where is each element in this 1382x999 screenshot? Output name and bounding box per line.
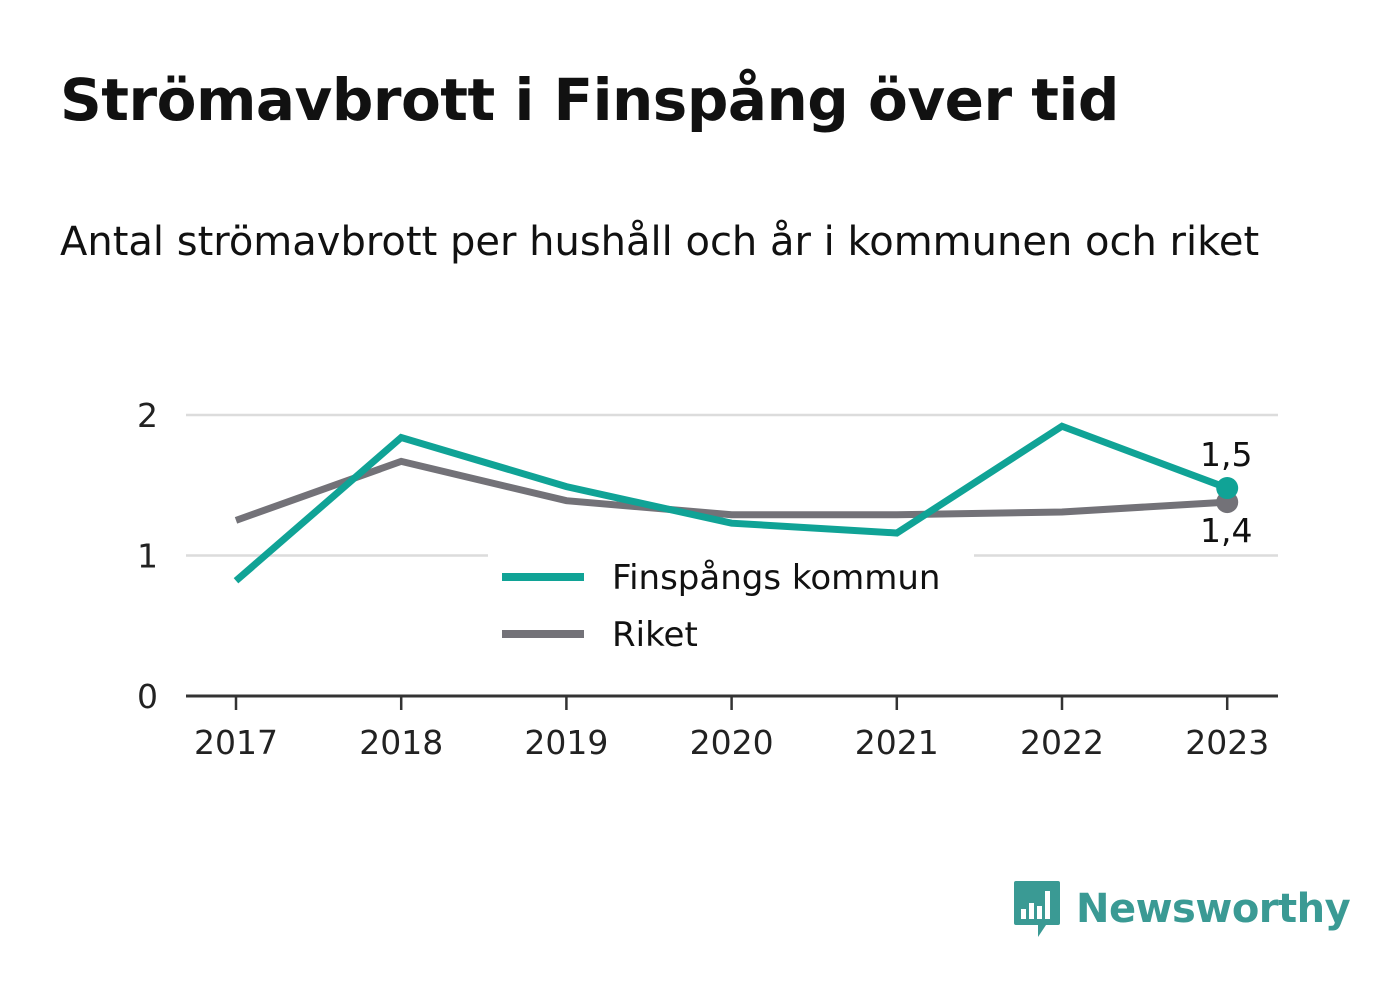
- series-line: [233, 422, 1229, 584]
- y-tick-label: 1: [137, 537, 158, 576]
- y-tick-label: 0: [137, 677, 158, 716]
- chart-title: Strömavbrott i Finspång över tid: [60, 66, 1119, 134]
- x-tick-label: 2022: [1020, 723, 1104, 762]
- x-tick-label: 2017: [194, 723, 278, 762]
- brand-name: Newsworthy: [1076, 886, 1351, 932]
- newsworthy-logo-icon: [1014, 881, 1060, 937]
- x-tick-label: 2019: [524, 723, 608, 762]
- legend-label: Finspångs kommun: [612, 558, 940, 598]
- end-value-label: 1,5: [1200, 435, 1252, 474]
- chart-subtitle: Antal strömavbrott per hushåll och år i …: [60, 219, 1260, 265]
- brand-logo: Newsworthy: [1012, 878, 1351, 940]
- end-value-label: 1,4: [1200, 511, 1252, 550]
- x-tick-label: 2018: [359, 723, 443, 762]
- end-point-marker: [1216, 477, 1239, 500]
- x-tick-label: 2020: [690, 723, 774, 762]
- legend-background: [488, 553, 974, 663]
- x-tick-label: 2021: [855, 723, 939, 762]
- legend-label: Riket: [612, 615, 698, 655]
- y-tick-label: 2: [137, 396, 158, 435]
- series-line: [234, 457, 1228, 524]
- x-tick-label: 2023: [1185, 723, 1269, 762]
